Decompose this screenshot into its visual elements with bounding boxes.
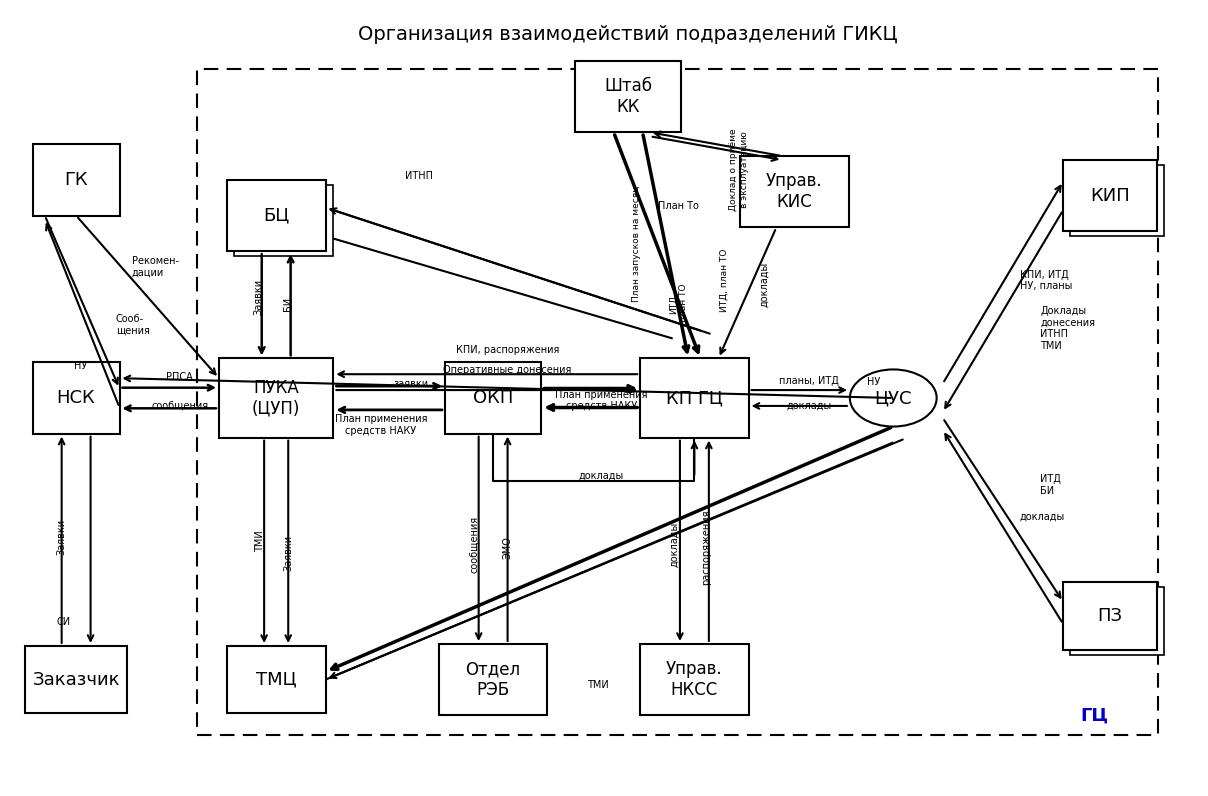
Text: ИТД, план ТО: ИТД, план ТО (720, 249, 728, 312)
Text: КИП: КИП (1091, 187, 1129, 205)
Text: ЭМО: ЭМО (503, 536, 512, 559)
Bar (640, 358, 749, 438)
Text: доклады: доклады (579, 470, 625, 481)
Text: СИ: СИ (57, 617, 71, 626)
Text: доклады: доклады (760, 262, 769, 307)
Circle shape (850, 369, 936, 427)
Text: Заказчик: Заказчик (33, 670, 120, 689)
Text: НУ: НУ (866, 377, 881, 387)
Text: ГЦ: ГЦ (1080, 707, 1108, 725)
Text: планы, ИТД: планы, ИТД (779, 376, 838, 385)
Bar (1070, 165, 1165, 236)
Bar (25, 646, 127, 713)
Text: доклады: доклады (1020, 512, 1065, 522)
Bar (219, 358, 333, 438)
Text: БИ: БИ (283, 298, 294, 311)
Bar (33, 144, 120, 216)
Bar (1070, 587, 1165, 654)
Text: Управ.
КИС: Управ. КИС (766, 173, 823, 211)
Bar (741, 156, 849, 228)
Text: ИТНП: ИТНП (405, 171, 434, 181)
Text: НУ: НУ (74, 361, 87, 371)
Text: сообщения: сообщения (151, 401, 208, 411)
Text: КПИ, распоряжения: КПИ, распоряжения (455, 345, 559, 355)
Bar (439, 644, 547, 716)
Bar (33, 362, 120, 434)
Text: План запусков на месяц: План запусков на месяц (632, 185, 641, 302)
Text: ЦУС: ЦУС (875, 389, 912, 407)
Bar (1063, 583, 1157, 650)
Text: КПИ, ИТД
НУ, планы: КПИ, ИТД НУ, планы (1020, 270, 1073, 291)
Text: ТМЦ: ТМЦ (256, 670, 296, 689)
Text: Заявки: Заявки (283, 535, 294, 571)
Text: Управ.
НКСС: Управ. НКСС (666, 660, 722, 699)
Text: Отдел
РЭБ: Отдел РЭБ (465, 660, 521, 699)
Text: Доклад о приёме
в эксплуатацию: Доклад о приёме в эксплуатацию (730, 128, 749, 211)
Text: ТМИ: ТМИ (256, 530, 266, 552)
Text: Заявки: Заявки (57, 519, 66, 555)
Bar (640, 644, 749, 716)
Text: сообщения: сообщения (469, 516, 478, 573)
Text: БЦ: БЦ (263, 206, 289, 224)
Text: ПЗ: ПЗ (1098, 607, 1122, 625)
Text: Рекомен-
дации: Рекомен- дации (132, 256, 179, 278)
Text: распоряжения: распоряжения (702, 509, 712, 585)
Text: ИТД
БИ: ИТД БИ (1040, 474, 1061, 496)
Text: РПСА: РПСА (167, 372, 193, 381)
Text: ГК: ГК (64, 171, 88, 189)
Bar (227, 646, 326, 713)
Text: ОКП: ОКП (474, 389, 513, 407)
Text: ИТД,
план ТО: ИТД, план ТО (669, 283, 689, 322)
Text: Организация взаимодействий подразделений ГИКЦ: Организация взаимодействий подразделений… (359, 25, 898, 45)
Text: заявки: заявки (394, 379, 429, 388)
Bar (227, 180, 326, 252)
Bar (197, 68, 1158, 736)
Text: КП ГЦ: КП ГЦ (666, 389, 722, 407)
Text: НСК: НСК (57, 389, 95, 407)
Text: ТМИ: ТМИ (587, 680, 609, 690)
Bar (445, 362, 541, 434)
Text: План применения
средств НАКУ: План применения средств НАКУ (556, 389, 647, 412)
Text: Заявки: Заявки (254, 279, 263, 314)
Bar (234, 185, 333, 256)
Text: План То: План То (658, 201, 699, 211)
Text: Сооб-
щения: Сооб- щения (116, 314, 150, 336)
Bar (1063, 160, 1157, 232)
Bar (575, 60, 681, 132)
Text: Доклады
донесения
ИТНП
ТМИ: Доклады донесения ИТНП ТМИ (1040, 306, 1096, 350)
Text: доклады: доклады (669, 522, 679, 568)
Text: ПУКА
(ЦУП): ПУКА (ЦУП) (252, 379, 301, 417)
Text: План применения
средств НАКУ: План применения средств НАКУ (335, 414, 428, 435)
Text: Штаб
КК: Штаб КК (604, 77, 652, 116)
Text: доклады: доклады (786, 401, 831, 411)
Text: Оперативные донесения: Оперативные донесения (443, 365, 571, 375)
